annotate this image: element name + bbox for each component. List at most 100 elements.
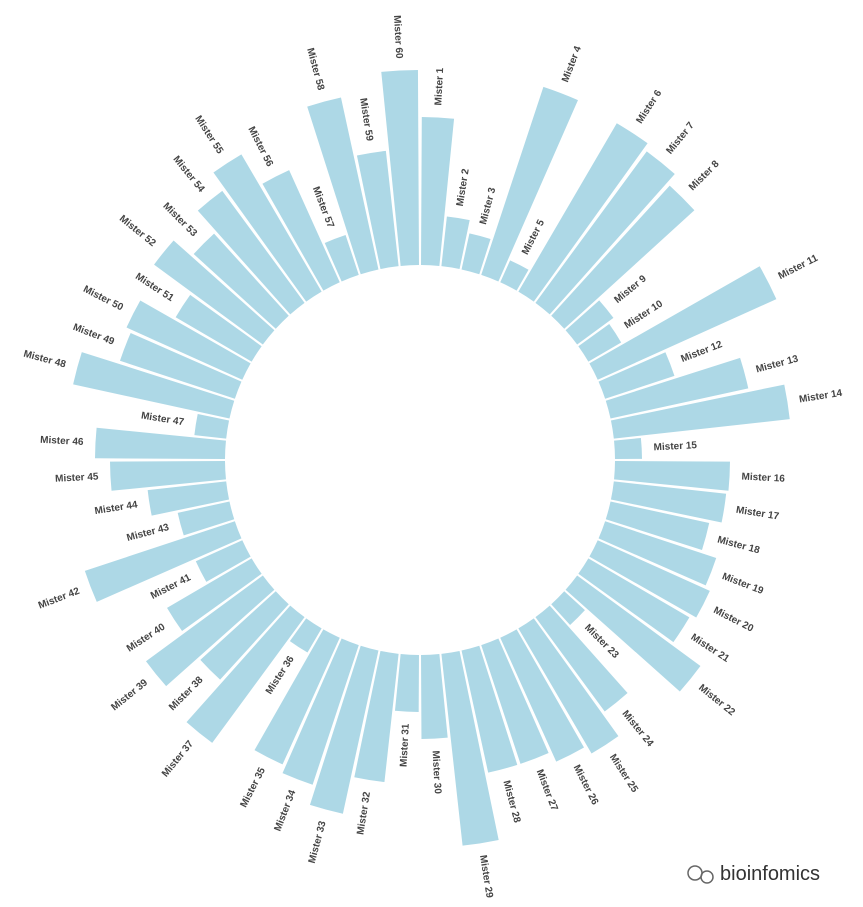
bar (84, 521, 242, 602)
bar (518, 618, 619, 754)
bar (535, 605, 628, 712)
bar (578, 558, 690, 643)
bar-label: Mister 18 (716, 535, 761, 557)
bar (324, 234, 359, 282)
bar-label: Mister 29 (477, 854, 495, 899)
bar (614, 461, 730, 491)
bar-label: Mister 3 (478, 186, 499, 226)
bar (394, 654, 419, 712)
bar-label: Mister 42 (37, 586, 82, 612)
bar (605, 501, 710, 550)
bar (356, 150, 399, 270)
bar-label: Mister 52 (117, 213, 158, 249)
bar (481, 86, 578, 282)
bar (535, 151, 675, 315)
bar-label: Mister 8 (687, 158, 722, 193)
bar (154, 240, 275, 345)
bar (500, 260, 529, 291)
bar (500, 629, 584, 762)
bar-label: Mister 33 (307, 819, 329, 864)
bar-label: Mister 27 (534, 768, 560, 813)
bar-label: Mister 32 (355, 791, 373, 836)
bar-label: Mister 4 (560, 44, 584, 84)
bar (381, 70, 419, 266)
bar (518, 123, 648, 302)
bar-label: Mister 60 (391, 15, 404, 59)
bar (197, 190, 305, 315)
bar (119, 332, 242, 399)
bar-label: Mister 17 (735, 505, 780, 523)
bar (598, 352, 675, 399)
bar (289, 618, 322, 653)
bar (95, 427, 226, 459)
bar-label: Mister 37 (160, 738, 196, 779)
bar (614, 437, 642, 459)
bar (610, 481, 727, 523)
bar (421, 117, 455, 266)
bar (175, 294, 262, 362)
bar (354, 650, 399, 783)
bar-label: Mister 15 (653, 440, 697, 453)
bar-label: Mister 22 (696, 682, 737, 718)
bar-label: Mister 14 (798, 388, 843, 406)
bar-label: Mister 43 (126, 522, 171, 544)
bar (598, 521, 717, 586)
bar-label: Mister 26 (571, 763, 601, 807)
bar-label: Mister 55 (192, 114, 225, 157)
bar-label: Mister 30 (430, 750, 443, 794)
bar (213, 154, 322, 302)
bar (565, 575, 701, 692)
bar-label: Mister 39 (109, 677, 150, 713)
bar (145, 575, 275, 687)
bar-label: Mister 56 (245, 125, 275, 169)
bar-label: Mister 35 (238, 765, 268, 809)
bar-label: Mister 45 (55, 471, 99, 484)
bar-label: Mister 47 (140, 411, 185, 429)
bar-label: Mister 25 (607, 752, 640, 795)
bar (551, 591, 585, 625)
bar (610, 384, 790, 439)
bar-label: Mister 51 (133, 271, 176, 304)
bar-label: Mister 12 (679, 339, 724, 365)
bar-label: Mister 2 (455, 168, 472, 207)
bar (481, 638, 549, 764)
bar-label: Mister 54 (171, 154, 207, 195)
bar-label: Mister 20 (711, 605, 755, 635)
bar-label: Mister 58 (304, 47, 326, 92)
bar (126, 300, 251, 380)
bar (110, 461, 226, 491)
bar (421, 654, 448, 739)
bar (282, 638, 359, 785)
bar (262, 170, 340, 291)
watermark: bioinfomics (687, 863, 820, 885)
bar-label: Mister 46 (40, 435, 84, 448)
bar (551, 185, 695, 329)
bar-label: Mister 31 (399, 723, 412, 767)
bar (73, 352, 235, 419)
bar-label: Mister 16 (741, 472, 785, 485)
bar (194, 413, 230, 439)
bar-label: Mister 48 (22, 349, 67, 371)
bar (195, 540, 251, 582)
bar-label: Mister 49 (71, 322, 116, 348)
bar (441, 650, 499, 846)
bar (254, 629, 340, 765)
bar-label: Mister 53 (160, 201, 199, 240)
bar (461, 233, 491, 275)
bar (309, 645, 379, 814)
bar (167, 558, 262, 631)
bar-label: Mister 28 (500, 779, 522, 824)
bar (589, 266, 777, 380)
bar-label: Mister 34 (273, 788, 299, 833)
bar-label: Mister 50 (81, 284, 125, 314)
bar (200, 591, 289, 680)
bar (605, 357, 749, 419)
watermark-text: bioinfomics (720, 863, 820, 885)
bar-label: Mister 7 (664, 120, 697, 157)
bar (441, 216, 470, 270)
bar-label: Mister 13 (755, 353, 800, 375)
bar (186, 605, 305, 743)
bar (578, 324, 622, 362)
bar-label: Mister 1 (433, 67, 446, 106)
